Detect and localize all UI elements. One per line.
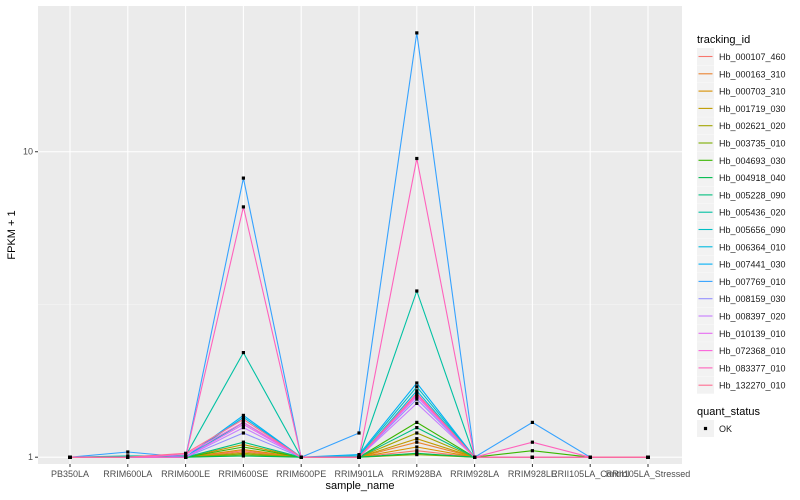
data-point — [415, 451, 419, 455]
legend-label: Hb_008159_030 — [719, 294, 786, 304]
data-point — [588, 455, 592, 459]
legend: tracking_id Hb_000107_460Hb_000163_310Hb… — [697, 34, 786, 437]
data-point — [415, 397, 419, 401]
data-point — [415, 440, 419, 444]
legend-label: Hb_072368_010 — [719, 346, 786, 356]
legend-label: Hb_000163_310 — [719, 69, 786, 79]
data-point — [415, 31, 419, 35]
x-axis-title: sample_name — [325, 480, 394, 492]
x-tick-label: RRIM928BA — [392, 469, 442, 479]
legend-label: Hb_005436_020 — [719, 208, 786, 218]
data-point — [415, 449, 419, 453]
legend-label: Hb_006364_010 — [719, 242, 786, 252]
data-point — [241, 176, 245, 180]
data-point — [241, 351, 245, 355]
data-point — [68, 455, 72, 459]
data-point — [241, 443, 245, 447]
data-point — [415, 426, 419, 430]
x-tick-label: RRIM600LA — [103, 469, 152, 479]
shape-legend-marker — [703, 426, 708, 431]
data-point — [241, 420, 245, 424]
legend-label: Hb_010139_010 — [719, 329, 786, 339]
x-tick-label: RRIM928LA — [450, 469, 499, 479]
data-point — [126, 450, 130, 454]
legend-label: Hb_003735_010 — [719, 139, 786, 149]
data-point — [415, 445, 419, 449]
data-point — [241, 445, 245, 449]
legend-title: tracking_id — [697, 34, 750, 46]
data-point — [299, 455, 303, 459]
data-point — [415, 420, 419, 424]
legend-label: Hb_001719_030 — [719, 104, 786, 114]
data-point — [241, 413, 245, 417]
data-point — [473, 455, 477, 459]
shape-legend-label: OK — [719, 424, 732, 434]
data-point — [241, 440, 245, 444]
y-axis-title: FPKM + 1 — [6, 210, 18, 259]
legend-label: Hb_000703_310 — [719, 87, 786, 97]
plot-panel — [38, 6, 682, 464]
data-point — [184, 455, 188, 459]
data-point — [357, 453, 361, 457]
legend-label: Hb_132270_010 — [719, 381, 786, 391]
x-tick-label: RRIM600PE — [276, 469, 326, 479]
data-point — [415, 389, 419, 393]
shape-legend-entries: OK — [697, 420, 732, 437]
legend-label: Hb_083377_010 — [719, 363, 786, 373]
points-layer — [68, 31, 650, 459]
data-point — [415, 156, 419, 161]
shape-legend-title: quant_status — [697, 406, 760, 418]
data-point — [530, 420, 534, 424]
legend-entries: Hb_000107_460 Hb_000163_310 Hb_000703_310 H… — [697, 48, 786, 394]
legend-label: Hb_005228_090 — [719, 190, 786, 200]
x-axis: PB350LA RRIM600LA RRIM600LE RRIM600SE RRIM60… — [51, 464, 690, 479]
legend-label: Hb_004693_030 — [719, 156, 786, 166]
y-axis: 1 10 — [23, 147, 38, 462]
legend-label: Hb_007769_010 — [719, 277, 786, 287]
x-tick-label: RRIM600SE — [218, 469, 268, 479]
data-point — [530, 455, 534, 459]
x-tick-label: PB350LA — [51, 469, 89, 479]
data-point — [241, 205, 245, 209]
data-point — [241, 426, 245, 430]
data-point — [415, 437, 419, 441]
data-point — [126, 455, 130, 459]
data-point — [415, 289, 419, 293]
data-point — [357, 455, 361, 459]
data-point — [241, 431, 245, 435]
grid-lines — [38, 6, 682, 464]
data-point — [415, 401, 419, 405]
legend-label: Hb_005656_090 — [719, 225, 786, 235]
data-point — [357, 431, 361, 435]
data-point — [415, 385, 419, 389]
y-tick-label: 10 — [23, 147, 33, 157]
data-point — [415, 431, 419, 435]
data-point — [184, 451, 188, 455]
x-tick-label: RRIM928LE — [508, 469, 557, 479]
data-point — [415, 381, 419, 385]
x-tick-label: RRIM600LE — [161, 469, 210, 479]
data-point — [530, 449, 534, 453]
legend-label: Hb_007441_030 — [719, 260, 786, 270]
data-point — [415, 391, 419, 395]
legend-label: Hb_004918_040 — [719, 173, 786, 183]
y-tick-label: 1 — [28, 452, 33, 462]
data-point — [646, 455, 650, 459]
x-tick-label: RRII105LA_Stressed — [606, 469, 691, 479]
legend-label: Hb_008397_020 — [719, 312, 786, 322]
data-point — [415, 394, 419, 399]
legend-label: Hb_000107_460 — [719, 52, 786, 62]
data-point — [241, 417, 245, 421]
data-point — [241, 422, 245, 426]
data-point — [530, 440, 534, 444]
data-point — [241, 454, 245, 458]
x-tick-label: RRII105LA_Control — [551, 469, 629, 479]
legend-label: Hb_002621_020 — [719, 121, 786, 131]
x-tick-label: RRIM901LA — [334, 469, 383, 479]
data-point — [241, 415, 245, 419]
data-point — [241, 447, 245, 452]
